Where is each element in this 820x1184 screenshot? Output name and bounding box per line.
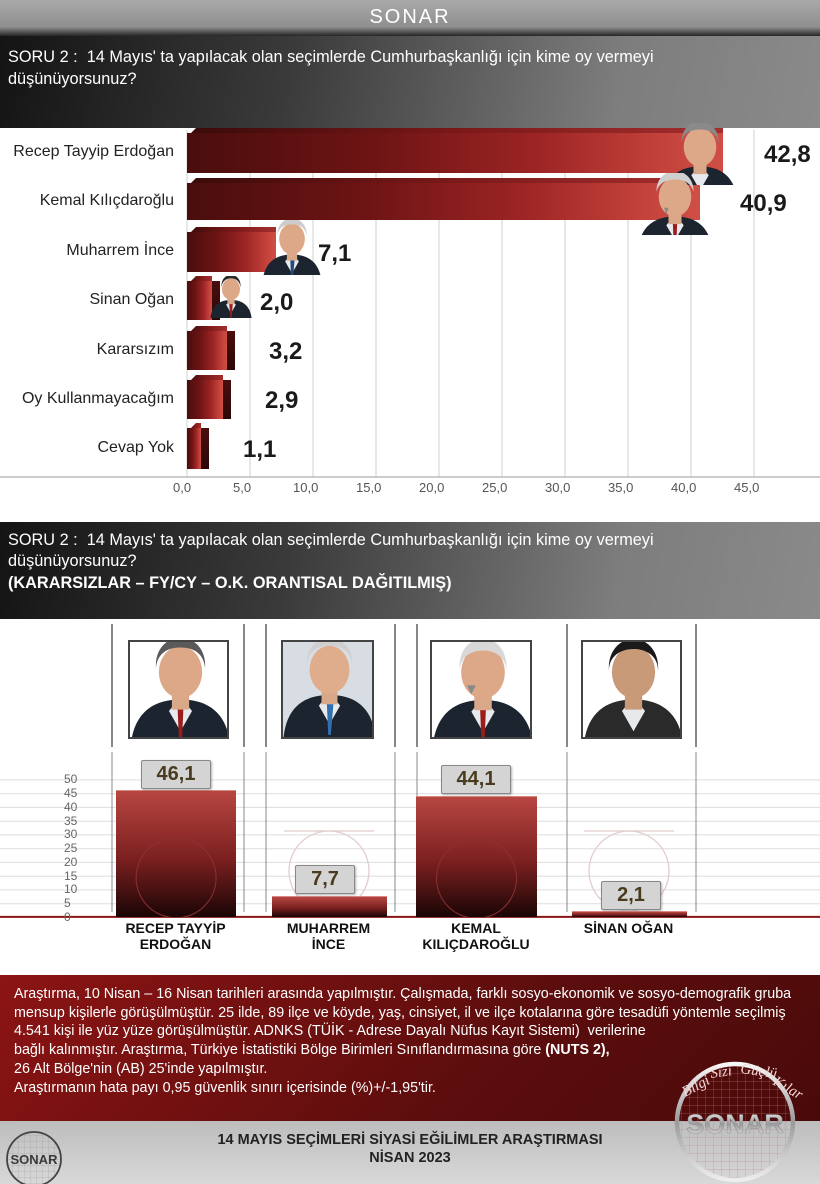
svg-text:SONAR: SONAR [686, 1109, 784, 1139]
svg-text:Sizi: Sizi [709, 1063, 733, 1082]
svg-text:SONAR: SONAR [11, 1152, 59, 1167]
